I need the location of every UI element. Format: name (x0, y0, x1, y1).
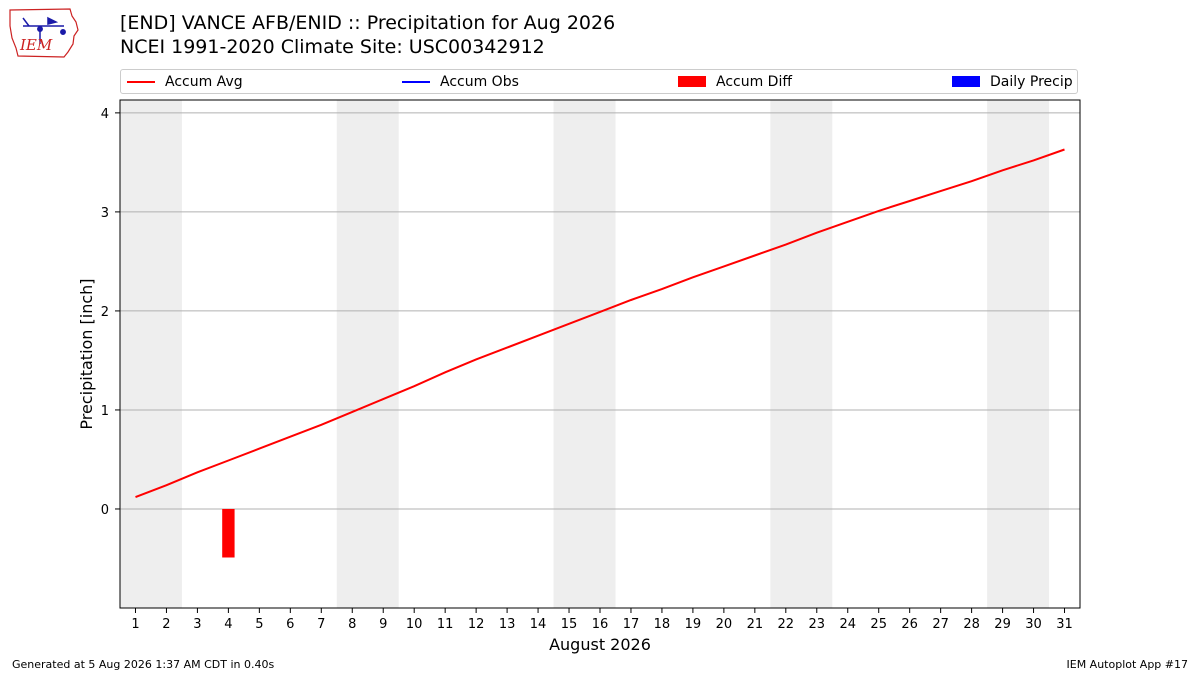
x-tick-label: 29 (994, 617, 1011, 632)
x-tick-label: 1 (131, 617, 139, 632)
y-tick-label: 1 (101, 404, 109, 419)
x-tick-label: 16 (592, 617, 609, 632)
weekend-shading-layer (120, 100, 1050, 608)
weekend-band (120, 100, 182, 608)
y-tick-label: 0 (101, 503, 109, 518)
x-tick-label: 28 (963, 617, 980, 632)
lines-layer (135, 148, 1065, 499)
bars-layer (222, 508, 235, 558)
legend-label: Accum Avg (165, 73, 243, 90)
legend-item-accum-avg: Accum Avg (127, 70, 243, 93)
x-tick-label: 14 (530, 617, 547, 632)
weekend-band (553, 100, 616, 608)
legend-swatch-daily-precip (952, 76, 980, 87)
app-credit: IEM Autoplot App #17 (1066, 658, 1189, 671)
gridlines-layer (120, 112, 1080, 510)
accum-avg-line (135, 148, 1065, 499)
legend-item-daily-precip: Daily Precip (952, 70, 1073, 93)
x-tick-label: 27 (932, 617, 949, 632)
x-tick-label: 17 (623, 617, 640, 632)
chart-legend: Accum Avg Accum Obs Accum Diff Daily Pre… (120, 69, 1078, 94)
generated-timestamp: Generated at 5 Aug 2026 1:37 AM CDT in 0… (12, 658, 275, 671)
x-tick-label: 4 (224, 617, 232, 632)
x-tick-label: 12 (468, 617, 485, 632)
iowa-state-outline (9, 8, 79, 58)
accum-diff-bar (222, 508, 235, 558)
weather-instrument-icon (22, 16, 66, 44)
x-tick-label: 8 (348, 617, 356, 632)
chart-title: [END] VANCE AFB/ENID :: Precipitation fo… (120, 12, 616, 34)
x-tick-label: 10 (406, 617, 423, 632)
x-tick-label: 9 (379, 617, 387, 632)
legend-label: Accum Obs (440, 73, 519, 90)
x-tick-label: 20 (716, 617, 733, 632)
legend-item-accum-diff: Accum Diff (678, 70, 792, 93)
y-tick-label: 3 (101, 206, 109, 221)
iem-logo: IEM (9, 8, 79, 58)
x-tick-label: 25 (870, 617, 887, 632)
legend-item-accum-obs: Accum Obs (402, 70, 519, 93)
weekend-band (336, 100, 399, 608)
weekend-band (770, 100, 833, 608)
x-tick-label: 31 (1056, 617, 1073, 632)
logo-text: IEM (19, 36, 53, 54)
y-tick-label: 4 (101, 107, 109, 122)
legend-label: Daily Precip (990, 73, 1073, 90)
x-tick-label: 3 (193, 617, 201, 632)
x-tick-label: 30 (1025, 617, 1042, 632)
x-tick-label: 19 (685, 617, 702, 632)
x-tick-label: 26 (901, 617, 918, 632)
x-tick-label: 13 (499, 617, 516, 632)
x-tick-label: 15 (561, 617, 578, 632)
x-axis-label: August 2026 (549, 635, 651, 654)
legend-swatch-accum-avg (127, 80, 155, 83)
y-axis-label: Precipitation [inch] (77, 278, 96, 429)
weekend-band (987, 100, 1050, 608)
x-tick-label: 6 (286, 617, 294, 632)
x-tick-label: 11 (437, 617, 454, 632)
x-tick-label: 24 (839, 617, 856, 632)
x-tick-label: 5 (255, 617, 263, 632)
x-tick-label: 23 (809, 617, 826, 632)
legend-swatch-accum-obs (402, 80, 430, 83)
x-axis-ticks: 1 2 3 4 5 6 7 8 9 10 11 12 13 14 15 16 17 18 19 20 21 22 23 24 2… (131, 608, 1073, 632)
x-tick-label: 22 (778, 617, 795, 632)
legend-label: Accum Diff (716, 73, 793, 90)
y-axis-ticks: 0 1 2 3 4 (101, 107, 120, 518)
chart-subtitle: NCEI 1991-2020 Climate Site: USC00342912 (120, 36, 545, 58)
x-tick-label: 18 (654, 617, 671, 632)
y-tick-label: 2 (101, 305, 109, 320)
legend-swatch-accum-diff (678, 76, 706, 87)
x-tick-label: 21 (747, 617, 764, 632)
x-tick-label: 7 (317, 617, 325, 632)
x-tick-label: 2 (162, 617, 170, 632)
